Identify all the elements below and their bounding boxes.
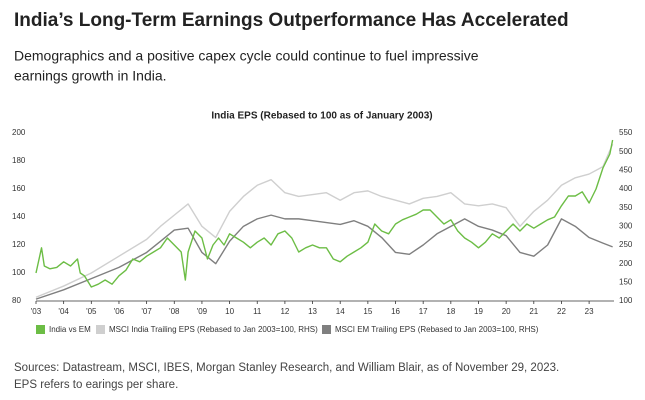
y-tick-label: 160 bbox=[12, 184, 26, 193]
x-tick-label: '07 bbox=[141, 307, 152, 316]
x-tick-label: 17 bbox=[419, 307, 428, 316]
legend-swatch bbox=[36, 325, 45, 334]
y2-tick-label: 350 bbox=[619, 203, 633, 212]
y2-tick-label: 450 bbox=[619, 165, 633, 174]
y2-tick-label: 400 bbox=[619, 184, 633, 193]
x-tick-label: 19 bbox=[474, 307, 483, 316]
x-tick-label: 22 bbox=[557, 307, 566, 316]
series-line bbox=[35, 214, 613, 300]
x-tick-label: '08 bbox=[169, 307, 180, 316]
y-tick-label: 120 bbox=[12, 240, 26, 249]
y-tick-label: 100 bbox=[12, 268, 26, 277]
x-tick-label: 16 bbox=[391, 307, 400, 316]
x-tick-label: '05 bbox=[86, 307, 97, 316]
y2-tick-label: 200 bbox=[619, 259, 633, 268]
legend-swatch bbox=[96, 325, 105, 334]
chart-title: India EPS (Rebased to 100 as of January … bbox=[211, 111, 432, 122]
legend-label: MSCI EM Trailing EPS (Rebased to Jan 200… bbox=[335, 325, 539, 334]
subtitle-line: earnings growth in India. bbox=[14, 68, 167, 84]
y2-tick-label: 550 bbox=[619, 128, 633, 137]
legend-label: India vs EM bbox=[49, 325, 91, 334]
y-tick-label: 80 bbox=[12, 296, 21, 305]
x-tick-label: 15 bbox=[363, 307, 372, 316]
legend-label: MSCI India Trailing EPS (Rebased to Jan … bbox=[109, 325, 318, 334]
x-tick-label: 12 bbox=[280, 307, 289, 316]
y-tick-label: 200 bbox=[12, 128, 26, 137]
series-line bbox=[35, 143, 614, 298]
x-tick-label: '09 bbox=[197, 307, 208, 316]
page-title: India’s Long-Term Earnings Outperformanc… bbox=[14, 10, 569, 31]
y2-tick-label: 100 bbox=[619, 296, 633, 305]
y2-tick-label: 150 bbox=[619, 277, 633, 286]
y2-tick-label: 300 bbox=[619, 221, 633, 230]
source-note: Sources: Datastream, MSCI, IBES, Morgan … bbox=[14, 362, 559, 374]
x-tick-label: 18 bbox=[446, 307, 455, 316]
x-tick-label: 21 bbox=[529, 307, 538, 316]
y-tick-label: 180 bbox=[12, 156, 26, 165]
x-tick-label: '03 bbox=[31, 307, 42, 316]
x-tick-label: '04 bbox=[58, 307, 69, 316]
x-tick-label: 14 bbox=[336, 307, 345, 316]
x-tick-label: 11 bbox=[253, 307, 262, 316]
legend-swatch bbox=[322, 325, 331, 334]
x-tick-label: 10 bbox=[225, 307, 234, 316]
y2-tick-label: 250 bbox=[619, 240, 633, 249]
x-tick-label: 20 bbox=[502, 307, 511, 316]
series-line bbox=[35, 139, 614, 288]
source-note: EPS refers to earings per share. bbox=[14, 379, 178, 391]
y2-tick-label: 500 bbox=[619, 147, 633, 156]
x-tick-label: 23 bbox=[585, 307, 594, 316]
subtitle-line: Demographics and a positive capex cycle … bbox=[14, 48, 479, 64]
x-tick-label: '06 bbox=[114, 307, 125, 316]
y-tick-label: 140 bbox=[12, 212, 26, 221]
x-tick-label: 13 bbox=[308, 307, 317, 316]
